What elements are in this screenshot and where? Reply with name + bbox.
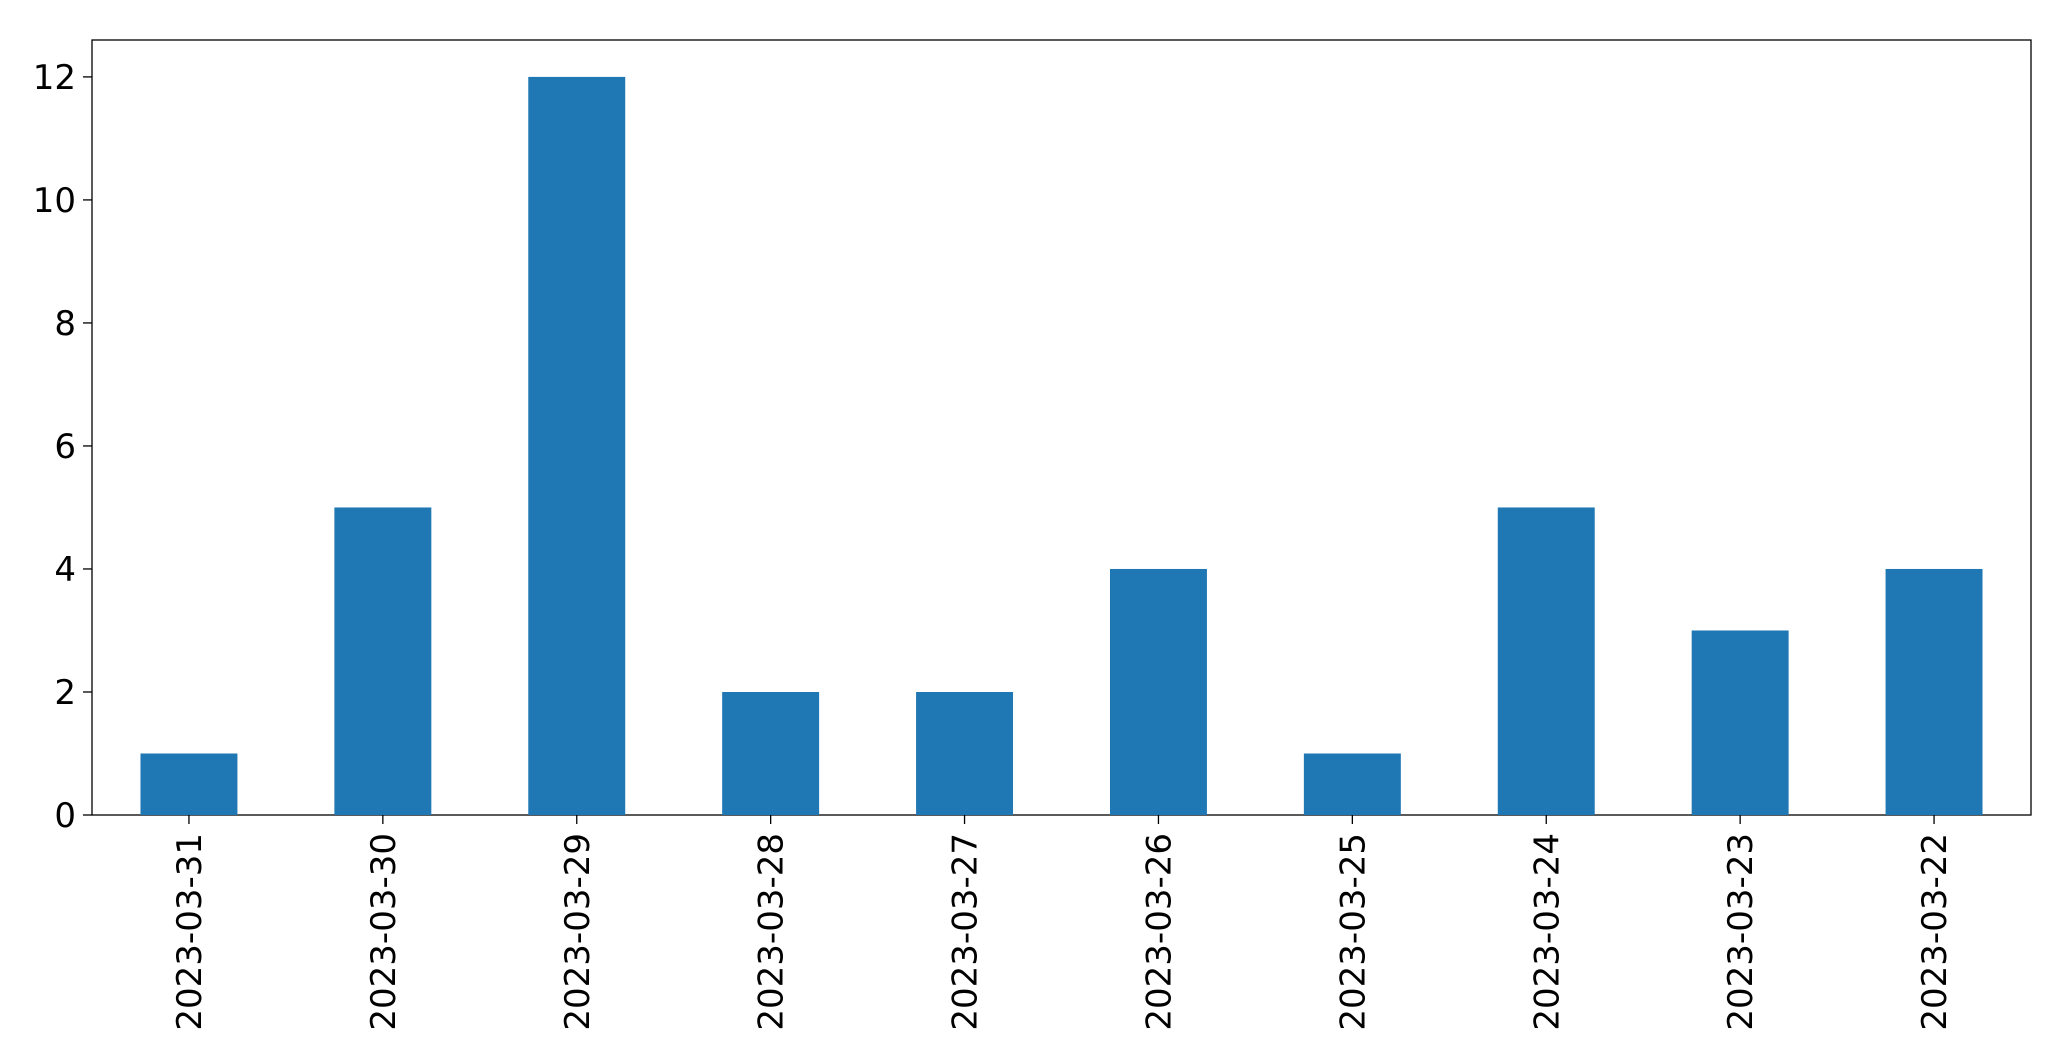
x-tick-label: 2023-03-26 xyxy=(1139,833,1179,1031)
bar xyxy=(1497,507,1595,815)
x-tick-label: 2023-03-31 xyxy=(170,833,210,1031)
x-tick-label: 2023-03-30 xyxy=(364,833,404,1031)
y-tick-label: 12 xyxy=(33,58,76,98)
axes-frame xyxy=(91,39,2032,816)
bar xyxy=(1109,568,1207,815)
y-tick-label: 4 xyxy=(54,550,76,590)
bar xyxy=(140,753,238,815)
y-tick-label: 10 xyxy=(33,181,76,221)
x-tick-label: 2023-03-28 xyxy=(752,833,792,1031)
bar xyxy=(916,691,1014,815)
x-tick-label: 2023-03-22 xyxy=(1915,833,1955,1031)
x-tick-label: 2023-03-23 xyxy=(1721,833,1761,1031)
y-tick-label: 6 xyxy=(54,427,76,467)
x-tick-label: 2023-03-24 xyxy=(1527,833,1567,1031)
bar xyxy=(1885,568,1983,815)
bar xyxy=(334,507,432,815)
bar xyxy=(528,76,626,815)
y-tick-label: 8 xyxy=(54,304,76,344)
x-tick-label: 2023-03-27 xyxy=(946,833,986,1031)
bar xyxy=(1303,753,1401,815)
y-tick-label: 0 xyxy=(54,796,76,836)
bar xyxy=(722,691,820,815)
y-tick-label: 2 xyxy=(54,673,76,713)
bar xyxy=(1691,630,1789,815)
x-tick-label: 2023-03-25 xyxy=(1333,833,1373,1031)
x-tick-label: 2023-03-29 xyxy=(558,833,598,1031)
